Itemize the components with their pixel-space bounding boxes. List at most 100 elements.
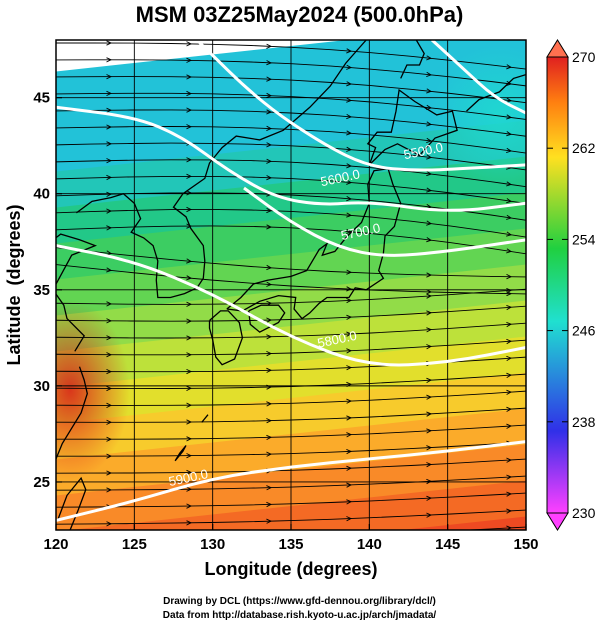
colorbar-max-arrow bbox=[546, 39, 569, 58]
streamline-arrow bbox=[506, 406, 513, 412]
streamline-arrow bbox=[266, 401, 273, 407]
streamline-arrow bbox=[426, 344, 433, 350]
streamline-arrow bbox=[186, 41, 193, 47]
y-tick-label: 30 bbox=[33, 378, 50, 395]
streamline-arrow bbox=[506, 457, 513, 463]
x-axis-label: Longitude (degrees) bbox=[204, 559, 377, 579]
x-tick-label: 140 bbox=[357, 536, 382, 553]
coastline-segment bbox=[201, 414, 209, 423]
streamline-arrow bbox=[426, 310, 433, 316]
streamline-arrow bbox=[426, 428, 433, 434]
streamline-arrow bbox=[346, 533, 351, 537]
streamline-arrow bbox=[426, 137, 433, 144]
streamline-arrow bbox=[186, 206, 193, 213]
streamline-arrow bbox=[106, 301, 113, 307]
contour-line bbox=[56, 244, 526, 367]
streamline-arrow bbox=[266, 300, 273, 306]
streamline-arrow bbox=[346, 365, 353, 371]
streamline-arrow bbox=[346, 81, 353, 87]
coastline-segment bbox=[76, 40, 367, 299]
streamline-arrow bbox=[506, 389, 513, 395]
streamline-arrow bbox=[506, 287, 513, 294]
streamline-arrow bbox=[426, 495, 433, 501]
streamline-arrow bbox=[426, 154, 433, 160]
streamline-arrow bbox=[506, 304, 513, 311]
streamline-arrow bbox=[266, 367, 273, 373]
streamline-arrow bbox=[266, 92, 273, 99]
streamline-arrow bbox=[266, 334, 273, 340]
streamline-arrow bbox=[106, 419, 113, 425]
coastline-segment bbox=[248, 304, 286, 333]
streamline-arrow bbox=[266, 158, 273, 164]
colorbar-scale bbox=[546, 56, 569, 514]
streamline-arrow bbox=[346, 499, 353, 505]
streamline-arrow bbox=[106, 352, 113, 358]
coastline-segment bbox=[400, 40, 425, 79]
streamline-arrow bbox=[506, 147, 513, 154]
streamline-arrow bbox=[106, 208, 113, 214]
y-axis-label: Latitude (degrees) bbox=[4, 204, 24, 365]
streamline-arrow bbox=[506, 321, 513, 328]
streamline-arrow bbox=[346, 331, 353, 337]
contour-line bbox=[195, 40, 526, 172]
streamline-arrow bbox=[106, 74, 113, 80]
streamline-arrow bbox=[106, 107, 113, 113]
coastline-segment bbox=[366, 88, 458, 166]
streamline-arrow bbox=[186, 368, 193, 375]
streamline-arrow bbox=[186, 157, 193, 163]
streamline-arrow bbox=[506, 355, 513, 361]
streamline-arrow bbox=[346, 228, 353, 235]
streamline-arrow bbox=[266, 43, 273, 49]
streamline-arrow bbox=[186, 190, 193, 196]
x-tick-label: 130 bbox=[200, 536, 225, 553]
streamline-arrow bbox=[346, 179, 353, 185]
streamline-arrow bbox=[506, 508, 513, 514]
streamline-arrow bbox=[346, 415, 353, 421]
streamline-arrow bbox=[186, 275, 193, 281]
colorbar-tick-label: 246 bbox=[572, 323, 596, 339]
streamline-arrow bbox=[426, 478, 433, 485]
streamline-arrow bbox=[426, 88, 433, 94]
streamline-arrow bbox=[186, 469, 193, 476]
streamline-arrow bbox=[186, 486, 193, 492]
streamline-arrow bbox=[106, 402, 113, 409]
streamline-arrow bbox=[506, 214, 513, 220]
streamline-arrow bbox=[186, 57, 193, 63]
streamline-arrow bbox=[187, 554, 192, 558]
streamline-arrow bbox=[186, 419, 193, 425]
streamline-arrow bbox=[106, 90, 113, 97]
y-tick-label: 40 bbox=[33, 186, 50, 203]
streamline-arrow bbox=[266, 485, 273, 491]
streamline-arrow bbox=[426, 512, 433, 518]
streamline-arrow bbox=[426, 187, 433, 193]
streamline-arrow bbox=[426, 377, 433, 383]
streamline-arrow bbox=[186, 520, 193, 526]
streamline-arrow bbox=[346, 286, 353, 292]
streamline-arrow bbox=[426, 462, 433, 468]
streamline-arrow bbox=[506, 114, 513, 120]
streamline-arrow bbox=[106, 158, 113, 164]
streamline-arrow bbox=[506, 491, 513, 497]
colorbar-tick-label: 230 bbox=[572, 505, 596, 521]
streamline-arrow bbox=[266, 142, 273, 148]
streamline-arrow bbox=[266, 418, 273, 424]
streamline-arrow bbox=[426, 121, 433, 127]
streamline-arrow bbox=[346, 398, 353, 404]
credit-drawing: Drawing by DCL (https://www.gfd-dennou.o… bbox=[163, 596, 436, 607]
streamline-arrow bbox=[426, 55, 433, 61]
streamline-arrow bbox=[186, 301, 193, 307]
streamline-arrow bbox=[106, 470, 113, 476]
streamline-arrow bbox=[186, 258, 193, 264]
streamline-arrow bbox=[426, 293, 433, 299]
streamline-arrow bbox=[346, 314, 353, 320]
streamline-arrow bbox=[426, 289, 433, 295]
streamline-arrow bbox=[266, 317, 273, 323]
streamline-arrow bbox=[346, 196, 353, 202]
streamline-arrow bbox=[106, 174, 113, 181]
streamline-arrow bbox=[426, 104, 433, 111]
streamline-arrow bbox=[266, 434, 273, 440]
streamline-arrow bbox=[266, 553, 271, 557]
streamline-arrow bbox=[266, 224, 273, 230]
streamline-arrow bbox=[346, 163, 353, 169]
